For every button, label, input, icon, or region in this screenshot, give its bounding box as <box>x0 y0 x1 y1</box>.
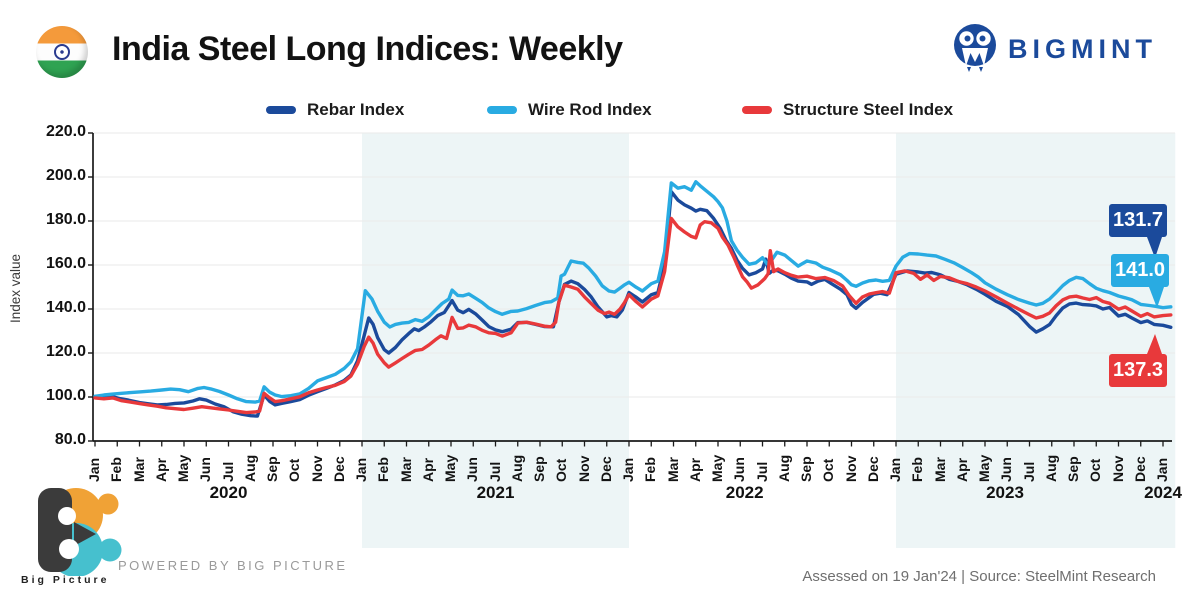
x-month-label: Apr <box>953 457 970 482</box>
x-month-label: Nov <box>308 455 325 482</box>
x-month-label: Apr <box>419 457 436 482</box>
x-month-label: Oct <box>553 458 570 482</box>
big-picture-logo <box>16 486 126 581</box>
value-callout-wire-rod-index: 141.0 <box>1111 254 1169 308</box>
x-month-label: Nov <box>1109 455 1126 482</box>
x-month-label: Feb <box>108 457 125 482</box>
powered-by-text: POWERED BY BIG PICTURE <box>118 558 348 573</box>
value-callout-structure-steel-index: 137.3 <box>1109 334 1167 387</box>
y-tick-label: 80.0 <box>54 431 86 448</box>
legend-label: Rebar Index <box>307 100 405 119</box>
x-month-label: May <box>976 454 992 482</box>
x-month-label: Feb <box>909 457 926 482</box>
legend-item-structure-steel: Structure Steel Index <box>742 100 953 120</box>
x-month-label: Mar <box>397 457 414 482</box>
y-tick-label: 220.0 <box>45 123 86 140</box>
x-month-label: Oct <box>286 458 303 482</box>
x-month-label: Dec <box>597 456 614 482</box>
y-tick-label: 160.0 <box>45 255 86 272</box>
x-year-label: 2023 <box>986 483 1024 502</box>
x-year-label: 2024 <box>1144 483 1182 502</box>
legend-item-rebar: Rebar Index <box>266 100 404 120</box>
x-month-label: Jun <box>464 457 481 482</box>
y-tick-label: 120.0 <box>45 343 86 360</box>
x-month-label: Oct <box>820 458 837 482</box>
x-month-label: Sep <box>1065 456 1081 482</box>
india-flag-icon <box>36 26 88 78</box>
series-line-wire-rod-index <box>93 180 1173 404</box>
x-month-label: Aug <box>508 454 525 482</box>
big-picture-logo-text: Big Picture <box>21 574 110 586</box>
x-month-label: Jan <box>620 457 636 482</box>
source-attribution-text: Assessed on 19 Jan'24 | Source: SteelMin… <box>802 568 1156 585</box>
x-month-label: Jul <box>219 461 236 482</box>
x-month-label: Apr <box>686 457 703 482</box>
x-month-label: Mar <box>664 457 681 482</box>
x-month-label: Mar <box>130 457 147 482</box>
x-month-label: Aug <box>775 454 792 482</box>
x-month-label: Jan <box>86 457 102 482</box>
x-month-label: Aug <box>1042 454 1059 482</box>
x-year-label: 2021 <box>476 483 515 502</box>
page-title: India Steel Long Indices: Weekly <box>112 30 623 68</box>
x-month-label: Jan <box>353 457 369 482</box>
x-month-label: May <box>709 454 725 482</box>
x-month-label: Apr <box>152 457 169 482</box>
y-tick-label: 200.0 <box>45 167 86 184</box>
series-line-structure-steel-index <box>93 216 1173 415</box>
y-tick-label: 180.0 <box>45 211 86 228</box>
x-month-label: Jul <box>486 461 503 482</box>
x-month-label: Jan <box>887 457 903 482</box>
x-month-label: May <box>175 454 191 482</box>
x-month-label: May <box>442 454 458 482</box>
y-tick-label: 140.0 <box>45 299 86 316</box>
value-callout-rebar-index: 131.7 <box>1109 204 1167 258</box>
x-month-label: Dec <box>330 456 347 482</box>
x-month-label: Jun <box>731 457 748 482</box>
x-year-label: 2020 <box>209 483 248 502</box>
x-month-label: Sep <box>531 456 547 482</box>
x-month-label: Feb <box>642 457 659 482</box>
x-month-label: Jul <box>1020 461 1037 482</box>
x-month-label: Jan <box>1154 457 1170 482</box>
x-month-label: Feb <box>375 457 392 482</box>
wire-rod-swatch-icon <box>487 106 517 114</box>
legend-label: Wire Rod Index <box>528 100 652 119</box>
x-month-label: Dec <box>864 456 881 482</box>
brand-name: BIGMINT <box>1008 34 1157 64</box>
x-month-label: Sep <box>798 456 814 482</box>
legend-label: Structure Steel Index <box>783 100 954 119</box>
x-month-label: Mar <box>931 457 948 482</box>
structure-steel-swatch-icon <box>742 106 772 114</box>
brand-logo: BIGMINT <box>952 22 1157 77</box>
y-axis-title: Index value <box>8 253 23 323</box>
x-month-label: Nov <box>575 455 592 482</box>
x-month-label: Jul <box>753 461 770 482</box>
x-month-label: Jun <box>998 457 1015 482</box>
x-month-label: Aug <box>241 454 258 482</box>
x-year-label: 2022 <box>725 483 764 502</box>
x-month-label: Sep <box>264 456 280 482</box>
x-month-label: Oct <box>1087 458 1104 482</box>
rebar-swatch-icon <box>266 106 296 114</box>
series-line-rebar-index <box>93 189 1173 418</box>
y-tick-label: 100.0 <box>45 387 86 404</box>
year-highlight-band <box>896 133 1176 548</box>
x-month-label: Nov <box>842 455 859 482</box>
x-month-label: Jun <box>197 457 214 482</box>
legend-item-wire-rod: Wire Rod Index <box>487 100 652 120</box>
bigmint-logo-icon <box>952 22 998 77</box>
x-month-label: Dec <box>1131 456 1148 482</box>
